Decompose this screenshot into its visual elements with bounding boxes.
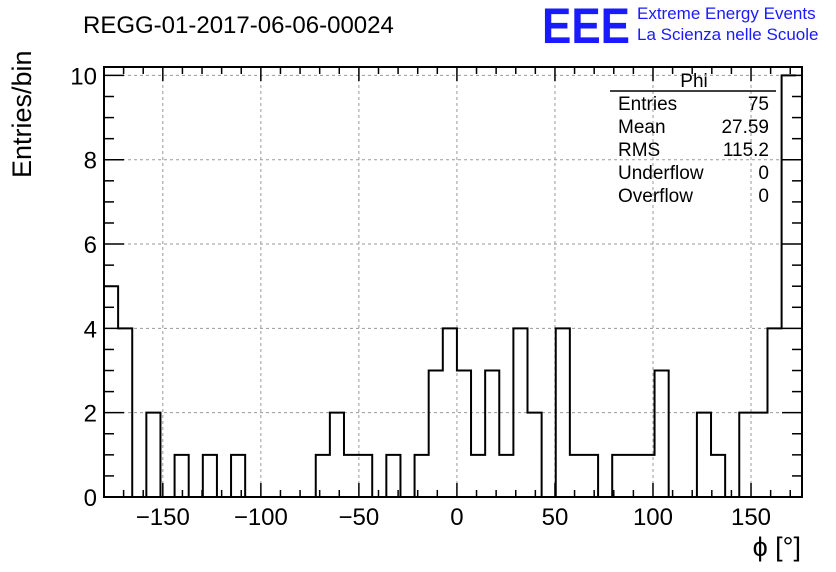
y-tick-label: 2 bbox=[84, 401, 97, 428]
y-tick-label: 0 bbox=[84, 485, 97, 512]
y-tick-label: 8 bbox=[84, 148, 97, 175]
y-axis-title: Entries/bin bbox=[7, 50, 37, 178]
x-tick-label: 150 bbox=[731, 504, 771, 531]
x-tick-label: 0 bbox=[450, 504, 463, 531]
stats-header: Phi bbox=[680, 71, 707, 92]
stats-value: 0 bbox=[758, 186, 769, 207]
stats-value: 115.2 bbox=[723, 140, 769, 161]
histogram-line bbox=[104, 74, 796, 498]
stats-value: 27.59 bbox=[721, 117, 769, 138]
plot-frame bbox=[103, 66, 803, 498]
stats-label: RMS bbox=[618, 140, 660, 161]
x-tick-label: −50 bbox=[339, 504, 380, 531]
stats-label: Underflow bbox=[618, 163, 704, 184]
stats-label: Mean bbox=[618, 117, 666, 138]
stats-box: Phi Entries 75 Mean 27.59 RMS 115.2 Underflow 0… bbox=[610, 71, 776, 207]
eee-logo-mark: EEE bbox=[542, 0, 630, 54]
x-tick-labels: −150 −100 −50 0 50 100 150 bbox=[136, 504, 771, 531]
stats-value: 75 bbox=[748, 94, 769, 115]
chart-title: REGG-01-2017-06-06-00024 bbox=[83, 12, 394, 39]
y-tick-label: 6 bbox=[84, 232, 97, 259]
y-tick-label: 10 bbox=[70, 63, 97, 90]
x-axis-title: ϕ [°] bbox=[753, 532, 801, 562]
stats-rows: Entries 75 Mean 27.59 RMS 115.2 Underflow 0 Over… bbox=[618, 94, 769, 207]
x-tick-label: −100 bbox=[234, 504, 288, 531]
x-tick-label: 100 bbox=[633, 504, 673, 531]
stats-label: Entries bbox=[618, 94, 677, 115]
x-tick-label: −150 bbox=[136, 504, 190, 531]
stats-value: 0 bbox=[758, 163, 769, 184]
y-tick-labels: 0 2 4 6 8 10 bbox=[70, 63, 97, 512]
logo-line-2: La Scienza nelle Scuole bbox=[637, 25, 818, 44]
stats-label: Overflow bbox=[618, 186, 693, 207]
logo-line-1: Extreme Energy Events bbox=[637, 4, 816, 23]
x-tick-label: 50 bbox=[542, 504, 569, 531]
axis-ticks bbox=[104, 67, 802, 498]
y-tick-label: 4 bbox=[84, 316, 97, 343]
